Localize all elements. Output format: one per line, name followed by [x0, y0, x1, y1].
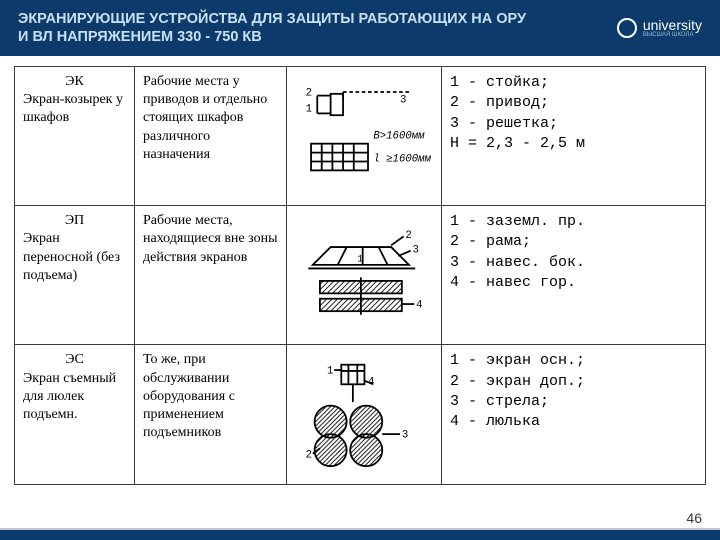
cell-legend: 1 - заземл. пр. 2 - рама; 3 - навес. бок… [442, 206, 706, 345]
cell-desc: Рабочие места, находящиеся вне зоны дейс… [135, 206, 287, 345]
svg-text:3: 3 [402, 430, 408, 442]
device-abbr: ЭС [23, 351, 126, 369]
svg-text:4: 4 [416, 300, 422, 312]
content-table-wrap: ЭК Экран-козырек у шкафов Рабочие места … [0, 56, 720, 485]
svg-text:3: 3 [413, 245, 419, 257]
diagram-es: 1 4 2 3 [295, 351, 433, 471]
university-logo: university ВЫСШАЯ ШКОЛА [617, 18, 702, 39]
shielding-devices-table: ЭК Экран-козырек у шкафов Рабочие места … [14, 66, 706, 485]
diagram-ek: 1 2 3 B>1600мм l ≥1600мм [295, 73, 433, 193]
cell-diagram: 1 2 3 4 [287, 206, 442, 345]
cell-name: ЭС Экран съемный для люлек подъемн. [15, 345, 135, 484]
svg-text:1: 1 [357, 254, 363, 265]
device-name: Экран переносной (без подъема) [23, 230, 126, 285]
svg-text:B>1600мм: B>1600мм [373, 130, 425, 142]
cell-legend: 1 - стойка; 2 - привод; 3 - решетка; H =… [442, 67, 706, 206]
page-number: 46 [686, 510, 702, 526]
cell-desc: Рабочие места у приводов и отдельно стоя… [135, 67, 287, 206]
logo-subtext: ВЫСШАЯ ШКОЛА [643, 32, 702, 39]
device-name: Экран съемный для люлек подъемн. [23, 370, 126, 425]
svg-text:1: 1 [306, 104, 312, 116]
logo-text: university [643, 18, 702, 32]
svg-text:1: 1 [327, 366, 333, 378]
cell-legend: 1 - экран осн.; 2 - экран доп.; 3 - стре… [442, 345, 706, 484]
device-abbr: ЭК [23, 73, 126, 91]
svg-text:2: 2 [405, 230, 411, 242]
cell-desc: То же, при обслуживании оборудования с п… [135, 345, 287, 484]
table-row: ЭП Экран переносной (без подъема) Рабочи… [15, 206, 706, 345]
cell-diagram: 1 2 3 B>1600мм l ≥1600мм [287, 67, 442, 206]
table-row: ЭК Экран-козырек у шкафов Рабочие места … [15, 67, 706, 206]
logo-icon [617, 18, 637, 38]
device-abbr: ЭП [23, 212, 126, 230]
table-row: ЭС Экран съемный для люлек подъемн. То ж… [15, 345, 706, 484]
cell-name: ЭП Экран переносной (без подъема) [15, 206, 135, 345]
svg-text:l ≥1600мм: l ≥1600мм [373, 153, 431, 165]
svg-text:3: 3 [400, 95, 406, 107]
slide-header: ЭКРАНИРУЮЩИЕ УСТРОЙСТВА ДЛЯ ЗАЩИТЫ РАБОТ… [0, 0, 720, 56]
svg-text:2: 2 [306, 88, 312, 100]
cell-diagram: 1 4 2 3 [287, 345, 442, 484]
diagram-ep: 1 2 3 4 [295, 212, 433, 332]
svg-text:2: 2 [306, 450, 312, 462]
page-title: ЭКРАНИРУЮЩИЕ УСТРОЙСТВА ДЛЯ ЗАЩИТЫ РАБОТ… [18, 10, 538, 46]
footer-bar [0, 530, 720, 540]
device-name: Экран-козырек у шкафов [23, 91, 126, 127]
cell-name: ЭК Экран-козырек у шкафов [15, 67, 135, 206]
